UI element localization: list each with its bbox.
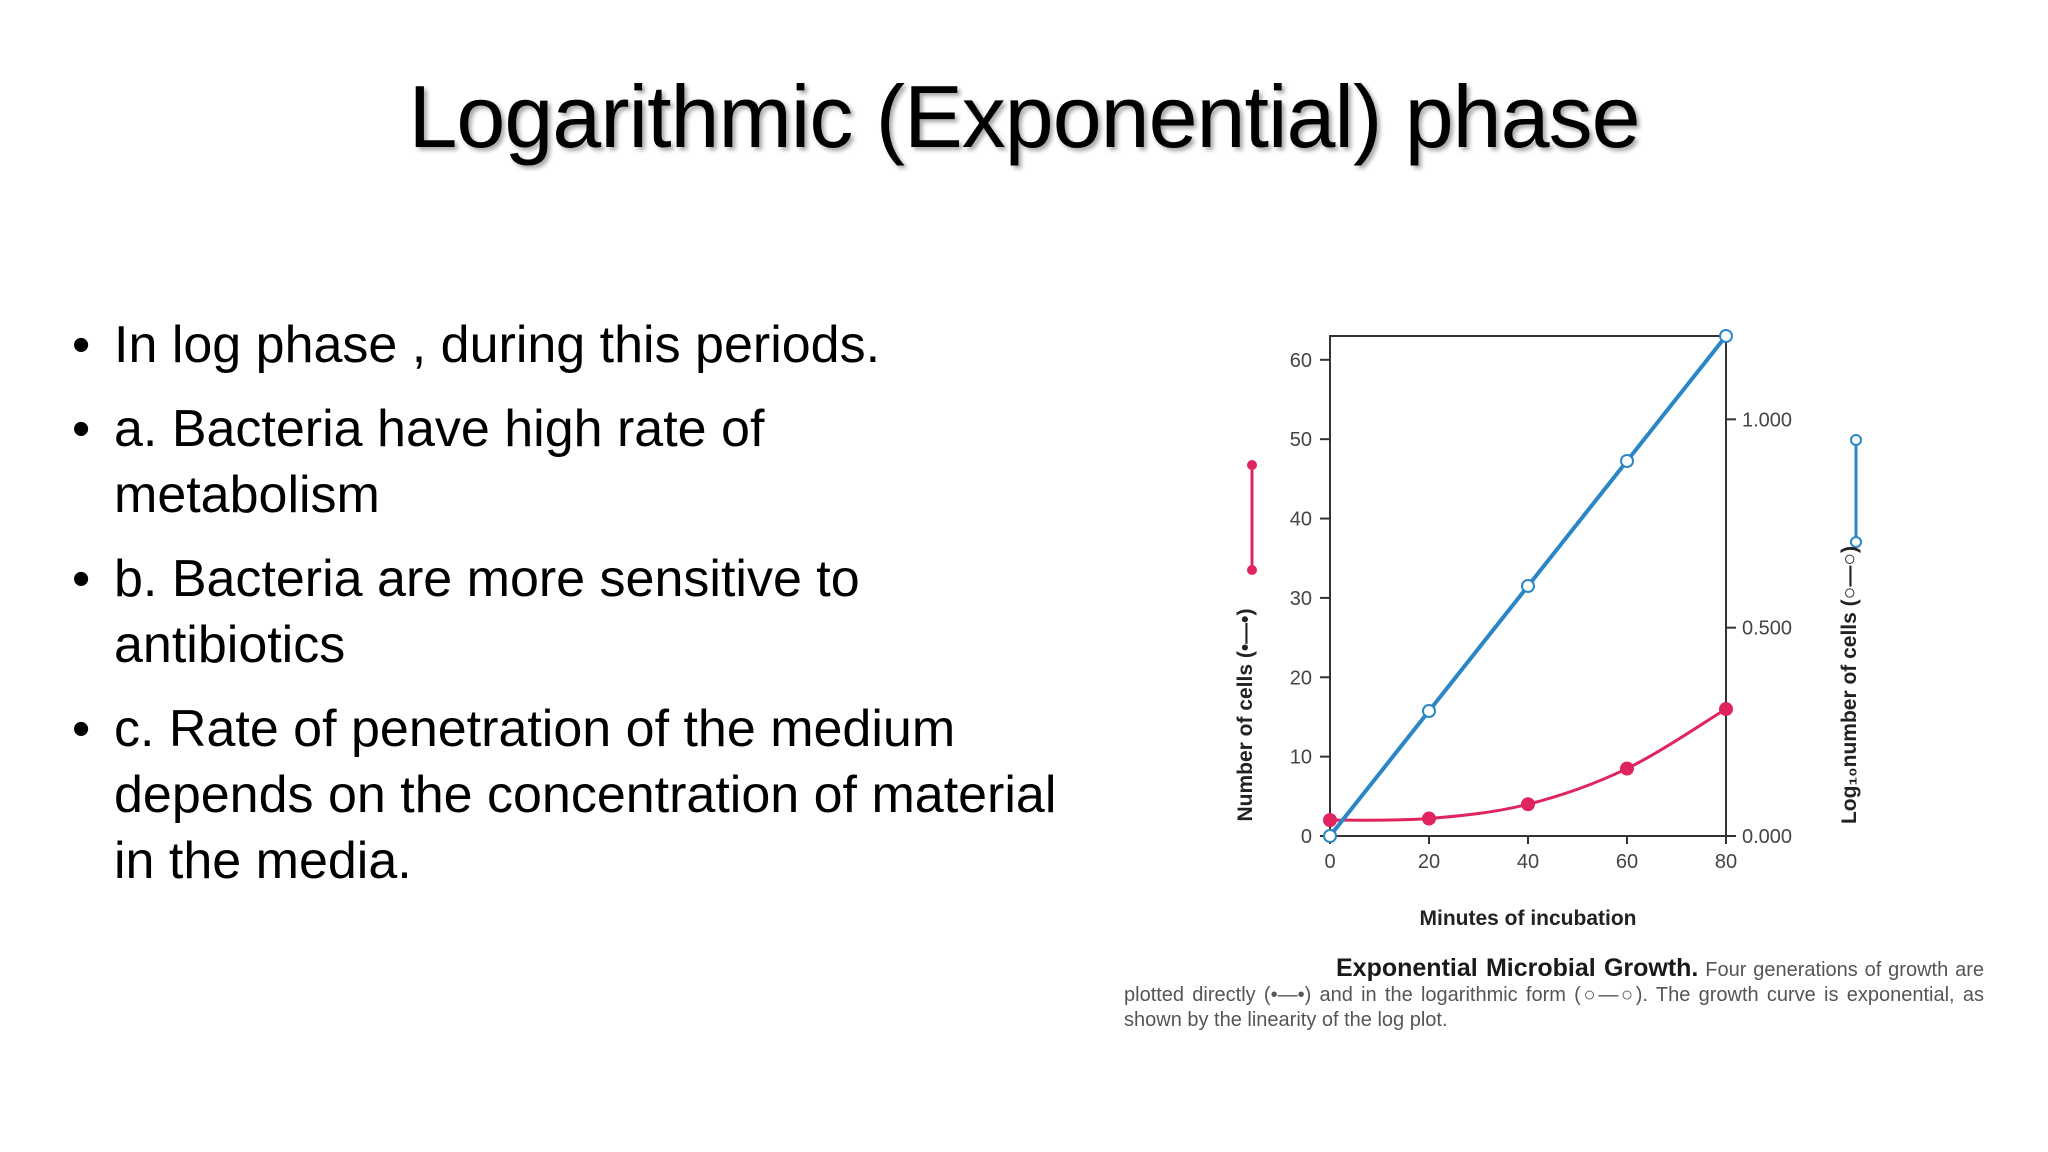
direct-legend-marker: [1247, 565, 1257, 575]
bullet-dot: •: [72, 400, 91, 458]
y-left-tick-label: 50: [1290, 429, 1312, 451]
growth-chart: 0 20 40 60 80 0 10 20 30 40 50 60 0.000 0.500 1.000 Mi…: [1234, 329, 1862, 930]
direct-count-point: [1323, 813, 1337, 828]
bullet-list: • In log phase , during this periods. • a.…: [72, 312, 1072, 912]
figure-caption: Exponential Microbial Growth. Four gener…: [1124, 956, 1984, 1033]
y-left-tick-label: 10: [1290, 747, 1312, 769]
bullet-text: In log phase , during this periods.: [114, 316, 881, 374]
log-count-point: [1620, 454, 1634, 468]
bullet-dot: •: [72, 550, 91, 608]
x-tick-label: 0: [1324, 851, 1335, 873]
bullet-text: c. Rate of penetration of the medium dep…: [114, 700, 1057, 890]
direct-count-point: [1521, 797, 1535, 812]
y-left-tick-label: 20: [1290, 667, 1312, 689]
log-count-point: [1422, 704, 1436, 718]
bullet-item: • c. Rate of penetration of the medium de…: [72, 696, 1094, 894]
bullet-item: • In log phase , during this periods.: [72, 312, 1072, 378]
y-right-tick-label: 0.000: [1742, 826, 1792, 848]
log-count-point: [1719, 329, 1733, 343]
bullet-item: • a. Bacteria have high rate of metabolis…: [72, 396, 894, 528]
direct-count-point: [1620, 761, 1634, 776]
x-axis-title: Minutes of incubation: [1420, 907, 1637, 930]
bullet-dot: •: [72, 316, 91, 374]
growth-figure: 0 20 40 60 80 0 10 20 30 40 50 60 0.000 0.500 1.000 Mi…: [1110, 320, 2010, 1060]
y-left-tick-label: 0: [1301, 826, 1312, 848]
caption-title: Exponential Microbial Growth.: [1336, 954, 1699, 982]
caption-text: Four generations of growth are plotted d…: [1124, 959, 1984, 1031]
y-left-tick-label: 30: [1290, 588, 1312, 610]
log-count-point: [1521, 579, 1535, 593]
x-tick-label: 40: [1517, 851, 1539, 873]
direct-count-point: [1719, 702, 1733, 717]
y-left-tick-label: 40: [1290, 509, 1312, 531]
log-legend-marker: [1850, 536, 1862, 548]
bullet-item: • b. Bacteria are more sensitive to antib…: [72, 546, 974, 678]
log-legend-marker: [1850, 434, 1862, 446]
direct-legend-marker: [1247, 460, 1257, 470]
y-left-axis-title: Number of cells (•—•): [1234, 608, 1257, 821]
bullet-text: a. Bacteria have high rate of metabolism: [114, 400, 765, 524]
y-right-axis-title: Log₁₀number of cells (○—○): [1838, 546, 1861, 824]
log-count-point: [1323, 829, 1337, 843]
x-tick-label: 60: [1616, 851, 1638, 873]
y-left-tick-label: 60: [1290, 350, 1312, 372]
x-tick-label: 20: [1418, 851, 1440, 873]
bullet-text: b. Bacteria are more sensitive to antibi…: [114, 550, 860, 674]
direct-count-point: [1422, 811, 1436, 826]
y-right-tick-label: 1.000: [1742, 409, 1792, 431]
slide-title: Logarithmic (Exponential) phase: [408, 67, 1640, 166]
y-right-tick-label: 0.500: [1742, 618, 1792, 640]
bullet-dot: •: [72, 700, 91, 758]
x-tick-label: 80: [1715, 851, 1737, 873]
